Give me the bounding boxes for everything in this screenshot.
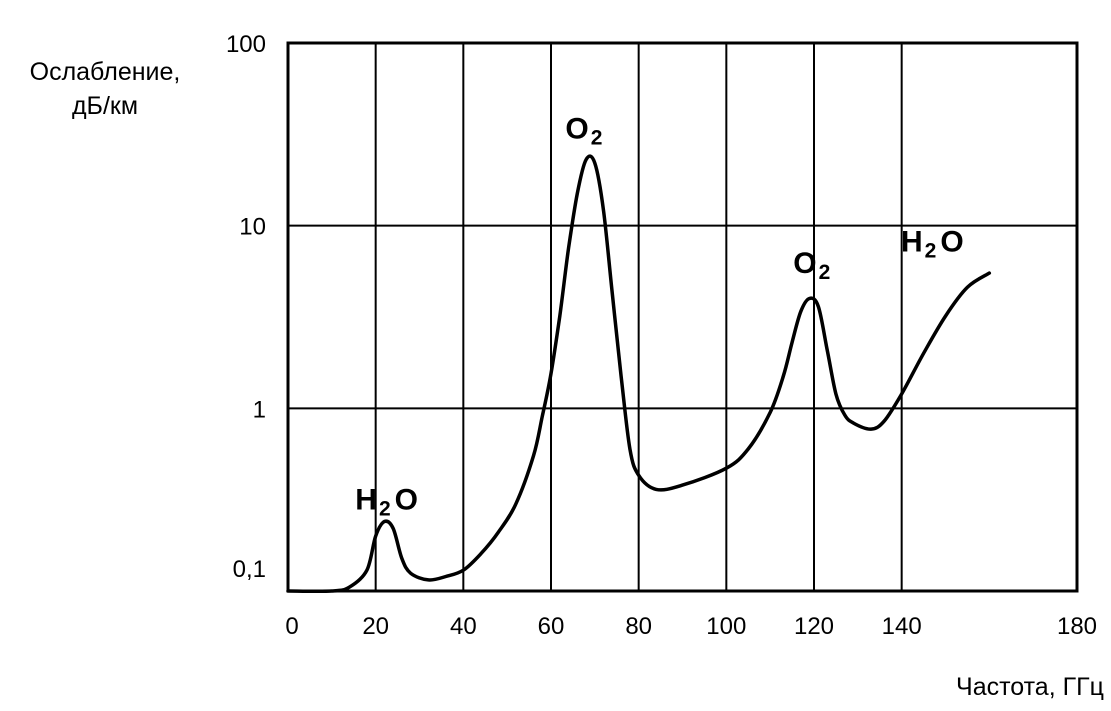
x-tick-label: 80 (625, 613, 652, 640)
peak-label: H2 O (355, 483, 418, 520)
y-tick-label: 10 (239, 214, 266, 241)
x-tick-label: 100 (706, 613, 746, 640)
grid (288, 43, 1077, 591)
x-tick-label: 140 (882, 613, 922, 640)
y-axis-label-line1: Ослабление, (30, 58, 181, 86)
peak-label: O2 (793, 247, 830, 284)
x-tick-label: 0 (285, 613, 298, 640)
peak-label: H2 O (901, 226, 964, 263)
x-tick-label: 120 (794, 613, 834, 640)
plot-frame (286, 41, 1079, 593)
x-axis-label: Частота, ГГц (956, 673, 1104, 701)
y-tick-label: 1 (253, 396, 266, 423)
x-tick-labels: 0 20 40 60 80 100 120 140 180 (285, 613, 1097, 640)
y-tick-label: 0,1 (233, 556, 266, 583)
y-tick-label: 100 (226, 31, 266, 58)
x-tick-label: 40 (450, 613, 477, 640)
attenuation-curve (286, 154, 992, 594)
peak-labels: H2 O O2 O2 H2 O (355, 113, 963, 521)
x-tick-label: 60 (538, 613, 565, 640)
x-tick-label: 20 (362, 613, 389, 640)
x-tick-label: 180 (1057, 613, 1097, 640)
y-axis-label-line2: дБ/км (72, 92, 138, 120)
y-tick-labels: 0,1 1 10 100 (226, 31, 266, 583)
peak-label: O2 (565, 113, 602, 150)
